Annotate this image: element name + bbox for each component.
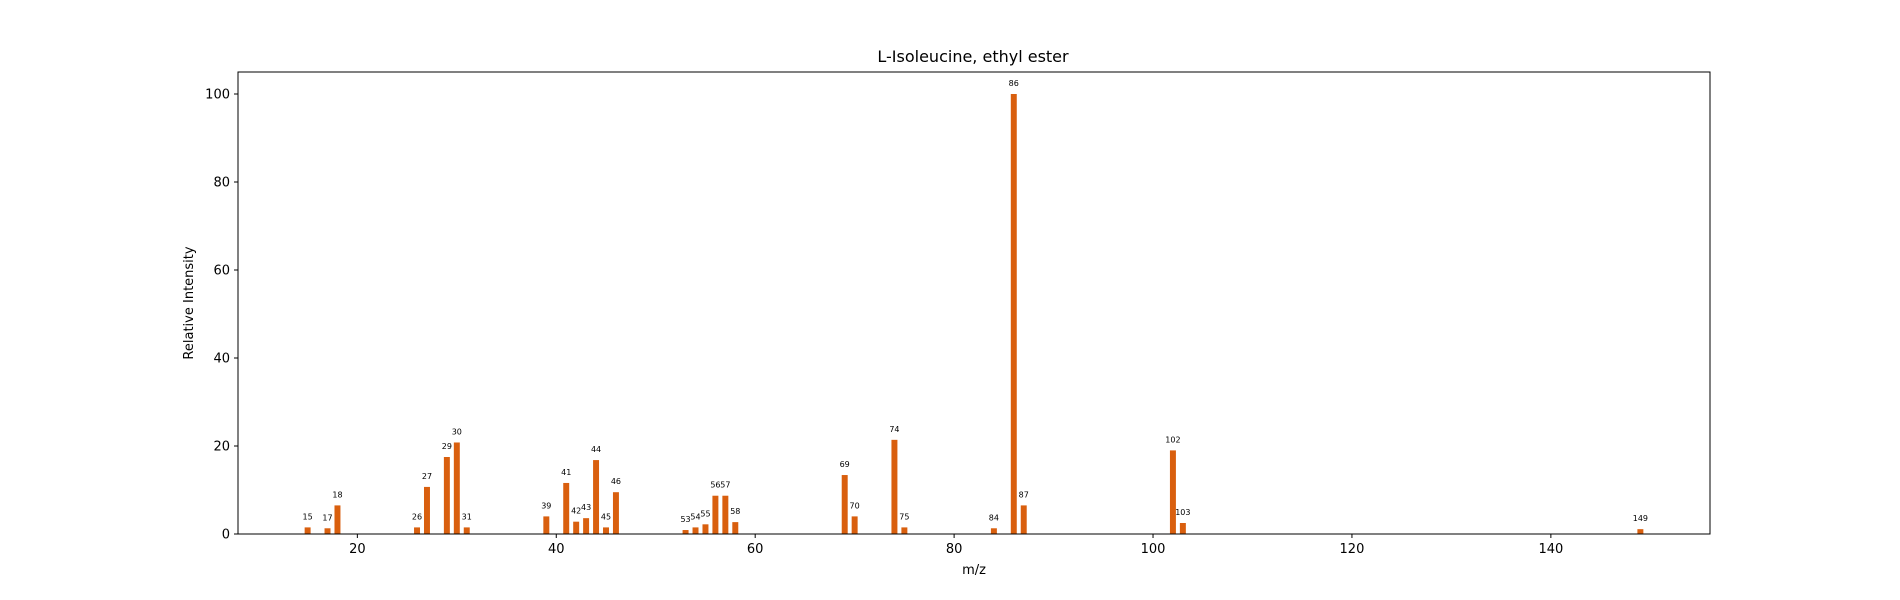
bar-mz-43 (583, 518, 590, 534)
y-tick-label: 20 (213, 440, 230, 455)
bar-mz-102 (1169, 450, 1176, 534)
bars-group (304, 94, 1644, 534)
bar-mz-58 (732, 522, 739, 534)
bar-mz-39 (543, 516, 550, 534)
data-label-mz-70: 70 (850, 501, 860, 510)
data-label-mz-149: 149 (1633, 514, 1648, 523)
bar-mz-42 (573, 521, 580, 534)
data-label-mz-18: 18 (332, 490, 342, 499)
data-label-mz-86: 86 (1009, 79, 1019, 88)
bar-mz-46 (612, 492, 619, 534)
data-label-mz-30: 30 (452, 427, 462, 436)
bar-mz-70 (851, 516, 858, 534)
bar-mz-103 (1179, 523, 1186, 534)
bar-mz-87 (1020, 505, 1027, 534)
y-tick-label: 100 (205, 88, 230, 103)
y-tick-label: 40 (213, 352, 230, 367)
data-label-mz-56: 56 (710, 481, 720, 490)
data-label-mz-74: 74 (889, 425, 899, 434)
bar-mz-29 (443, 457, 450, 534)
bar-mz-55 (702, 524, 709, 534)
bar-mz-74 (891, 439, 898, 534)
bar-mz-17 (324, 528, 331, 534)
bar-mz-26 (414, 527, 421, 534)
x-tick-label: 20 (349, 542, 366, 557)
data-label-mz-58: 58 (730, 507, 740, 516)
data-label-mz-17: 17 (322, 513, 332, 522)
bar-mz-30 (453, 442, 460, 534)
y-axis-label: Relative Intensity (182, 246, 197, 359)
data-label-mz-84: 84 (989, 513, 999, 522)
data-label-mz-75: 75 (899, 512, 909, 521)
bar-mz-41 (563, 482, 570, 534)
x-axis-ticks: 20 40 60 80 100 120 140 (349, 534, 1563, 557)
bar-mz-56 (712, 495, 719, 534)
bar-mz-57 (722, 495, 729, 534)
x-tick-label: 80 (946, 542, 963, 557)
y-axis-ticks: 0 20 40 60 80 100 (205, 88, 238, 543)
bar-mz-18 (334, 505, 341, 534)
data-label-mz-42: 42 (571, 507, 581, 516)
data-label-mz-15: 15 (303, 512, 313, 521)
bar-mz-69 (841, 475, 848, 534)
data-label-mz-41: 41 (561, 468, 571, 477)
plot-frame (237, 71, 1711, 535)
data-label-mz-39: 39 (541, 501, 551, 510)
x-axis-label: m/z (962, 563, 986, 578)
x-tick-label: 140 (1538, 542, 1563, 557)
data-label-mz-44: 44 (591, 445, 601, 454)
data-label-mz-26: 26 (412, 512, 422, 521)
x-tick-label: 100 (1141, 542, 1166, 557)
bar-mz-75 (901, 527, 908, 534)
y-tick-label: 0 (222, 528, 230, 543)
data-label-mz-53: 53 (680, 515, 690, 524)
data-label-mz-31: 31 (462, 512, 472, 521)
bar-mz-54 (692, 527, 699, 534)
bar-mz-149 (1637, 529, 1644, 534)
y-tick-label: 80 (213, 176, 230, 191)
data-label-mz-87: 87 (1019, 490, 1029, 499)
bar-mz-31 (463, 527, 470, 534)
data-label-mz-69: 69 (840, 460, 850, 469)
data-label-mz-57: 57 (720, 481, 730, 490)
x-tick-label: 120 (1340, 542, 1365, 557)
x-tick-label: 60 (747, 542, 764, 557)
bar-mz-27 (423, 486, 430, 534)
data-label-mz-102: 102 (1165, 435, 1180, 444)
bar-mz-86 (1010, 94, 1017, 534)
data-label-mz-103: 103 (1175, 508, 1190, 517)
bar-mz-45 (603, 527, 609, 534)
data-label-mz-46: 46 (611, 477, 621, 486)
data-label-mz-55: 55 (700, 509, 710, 518)
y-tick-label: 60 (213, 264, 230, 279)
data-label-mz-29: 29 (442, 442, 452, 451)
chart-title: L-Isoleucine, ethyl ester (877, 47, 1069, 66)
data-label-mz-27: 27 (422, 472, 432, 481)
bar-mz-84 (990, 528, 997, 534)
x-tick-label: 40 (548, 542, 565, 557)
bar-mz-53 (682, 530, 689, 534)
bar-mz-15 (304, 527, 311, 534)
data-label-mz-54: 54 (690, 512, 700, 521)
data-label-mz-43: 43 (581, 503, 591, 512)
data-label-mz-45: 45 (601, 512, 611, 521)
bar-mz-44 (593, 460, 600, 534)
